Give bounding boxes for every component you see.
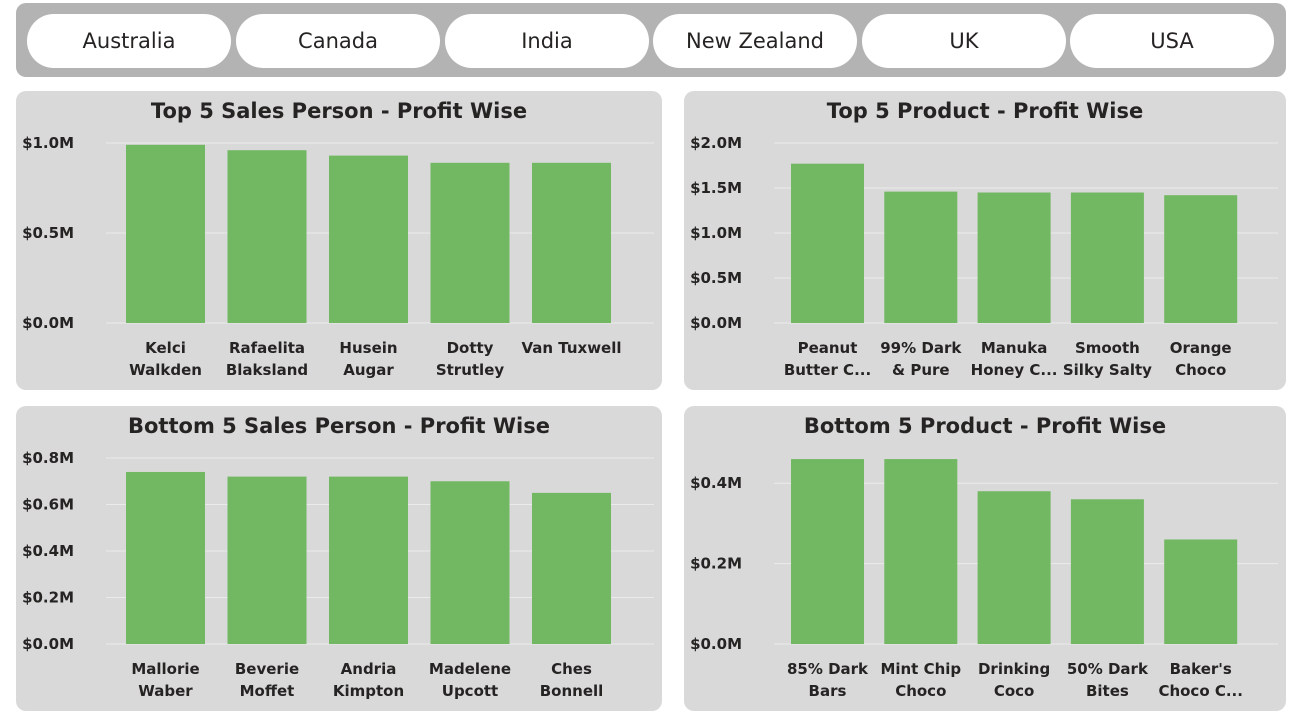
chart-title: Top 5 Product - Profit Wise [826,99,1144,123]
bar[interactable] [1070,192,1144,324]
y-tick-label: $0.0M [690,635,742,653]
y-tick-label: $0.5M [690,269,742,287]
bar-chart-svg: $0.0M $0.5M $1.0M $1.5M $2.0M Peanut Butter C.… [690,134,1278,379]
bar[interactable] [532,162,611,323]
bar[interactable] [791,163,864,323]
top-salesperson-chart: Top 5 Sales Person - Profit Wise $0.0M $0… [16,91,662,390]
x-tick-label: Beverie Moffet [235,660,299,700]
x-tick-label: Drinking Coco [978,660,1050,700]
bar[interactable] [1164,539,1238,644]
x-tick-label: Manuka Honey C... [971,339,1058,379]
x-tick-label: Peanut Butter C... [784,339,871,379]
y-tick-label: $0.2M [22,589,74,607]
bar[interactable] [227,476,307,644]
x-tick-label: Mint Chip Choco [880,660,961,700]
bar[interactable] [430,162,510,323]
y-tick-label: $2.0M [690,134,742,152]
bar[interactable] [126,471,205,644]
slicer-button-canada[interactable]: Canada [236,14,440,68]
y-tick-label: $0.4M [22,542,74,560]
bar[interactable] [791,459,864,644]
slicer-button-new-zealand[interactable]: New Zealand [653,14,857,68]
y-tick-label: $0.4M [690,474,742,492]
bar[interactable] [532,492,611,644]
chart-title: Bottom 5 Product - Profit Wise [803,414,1167,438]
bar[interactable] [430,481,510,644]
bar[interactable] [1070,499,1144,644]
bar[interactable] [329,476,408,644]
x-tick-label: 85% Dark Bars [787,660,869,700]
x-tick-label: Mallorie Waber [131,660,199,700]
bar-chart-svg: $0.0M $0.2M $0.4M 85% Dark Bars Mint Chip Choc… [690,459,1278,700]
bar[interactable] [977,192,1051,324]
x-tick-label: Baker's Choco C... [1158,660,1243,700]
y-tick-label: $1.0M [690,224,742,242]
x-tick-label: Smooth Silky Salty [1063,339,1152,379]
y-tick-label: $0.0M [22,635,74,653]
y-tick-label: $0.2M [690,555,742,573]
bar[interactable] [126,144,205,323]
slicer-button-usa[interactable]: USA [1070,14,1274,68]
bar-chart-svg: $0.0M $0.2M $0.4M $0.6M $0.8M Mallorie Waber Be… [22,449,654,700]
bottom-salesperson-chart: Bottom 5 Sales Person - Profit Wise $0.0… [16,406,662,711]
bar[interactable] [977,491,1051,644]
bar[interactable] [1164,195,1238,323]
bar-chart-svg: $0.0M $0.5M $1.0M Kelci Walkden Rafaelita Blak… [22,134,654,379]
x-tick-label: Husein Augar [339,339,397,379]
x-tick-label: 99% Dark & Pure [880,339,962,379]
x-tick-label: Kelci Walkden [129,339,202,379]
bar[interactable] [329,155,408,323]
bar[interactable] [227,150,307,323]
y-tick-label: $0.8M [22,449,74,467]
y-tick-label: $0.6M [22,496,74,514]
y-tick-label: $1.5M [690,179,742,197]
slicer-button-india[interactable]: India [445,14,649,68]
y-tick-label: $0.5M [22,224,74,242]
y-tick-label: $1.0M [22,134,74,152]
slicer-button-uk[interactable]: UK [862,14,1066,68]
x-tick-label: Rafaelita Blaksland [226,339,308,379]
y-tick-label: $0.0M [690,314,742,332]
x-tick-label: Van Tuxwell [521,339,621,357]
y-tick-label: $0.0M [22,314,74,332]
x-tick-label: Dotty Strutley [436,339,505,379]
x-tick-label: 50% Dark Bites [1067,660,1149,700]
x-tick-label: Orange Choco [1170,339,1232,379]
top-product-chart: Top 5 Product - Profit Wise $0.0M $0.5M $1… [684,91,1286,390]
slicer-button-australia[interactable]: Australia [27,14,231,68]
chart-title: Bottom 5 Sales Person - Profit Wise [128,414,550,438]
chart-title: Top 5 Sales Person - Profit Wise [150,99,528,123]
bar[interactable] [884,459,958,644]
country-slicer: Australia Canada India New Zealand UK US… [16,3,1286,77]
x-tick-label: Ches Bonnell [540,660,604,700]
bottom-product-chart: Bottom 5 Product - Profit Wise $0.0M $0.2… [684,406,1286,711]
x-tick-label: Andria Kimpton [333,660,404,700]
bar[interactable] [884,191,958,323]
x-tick-label: Madelene Upcott [429,660,511,700]
